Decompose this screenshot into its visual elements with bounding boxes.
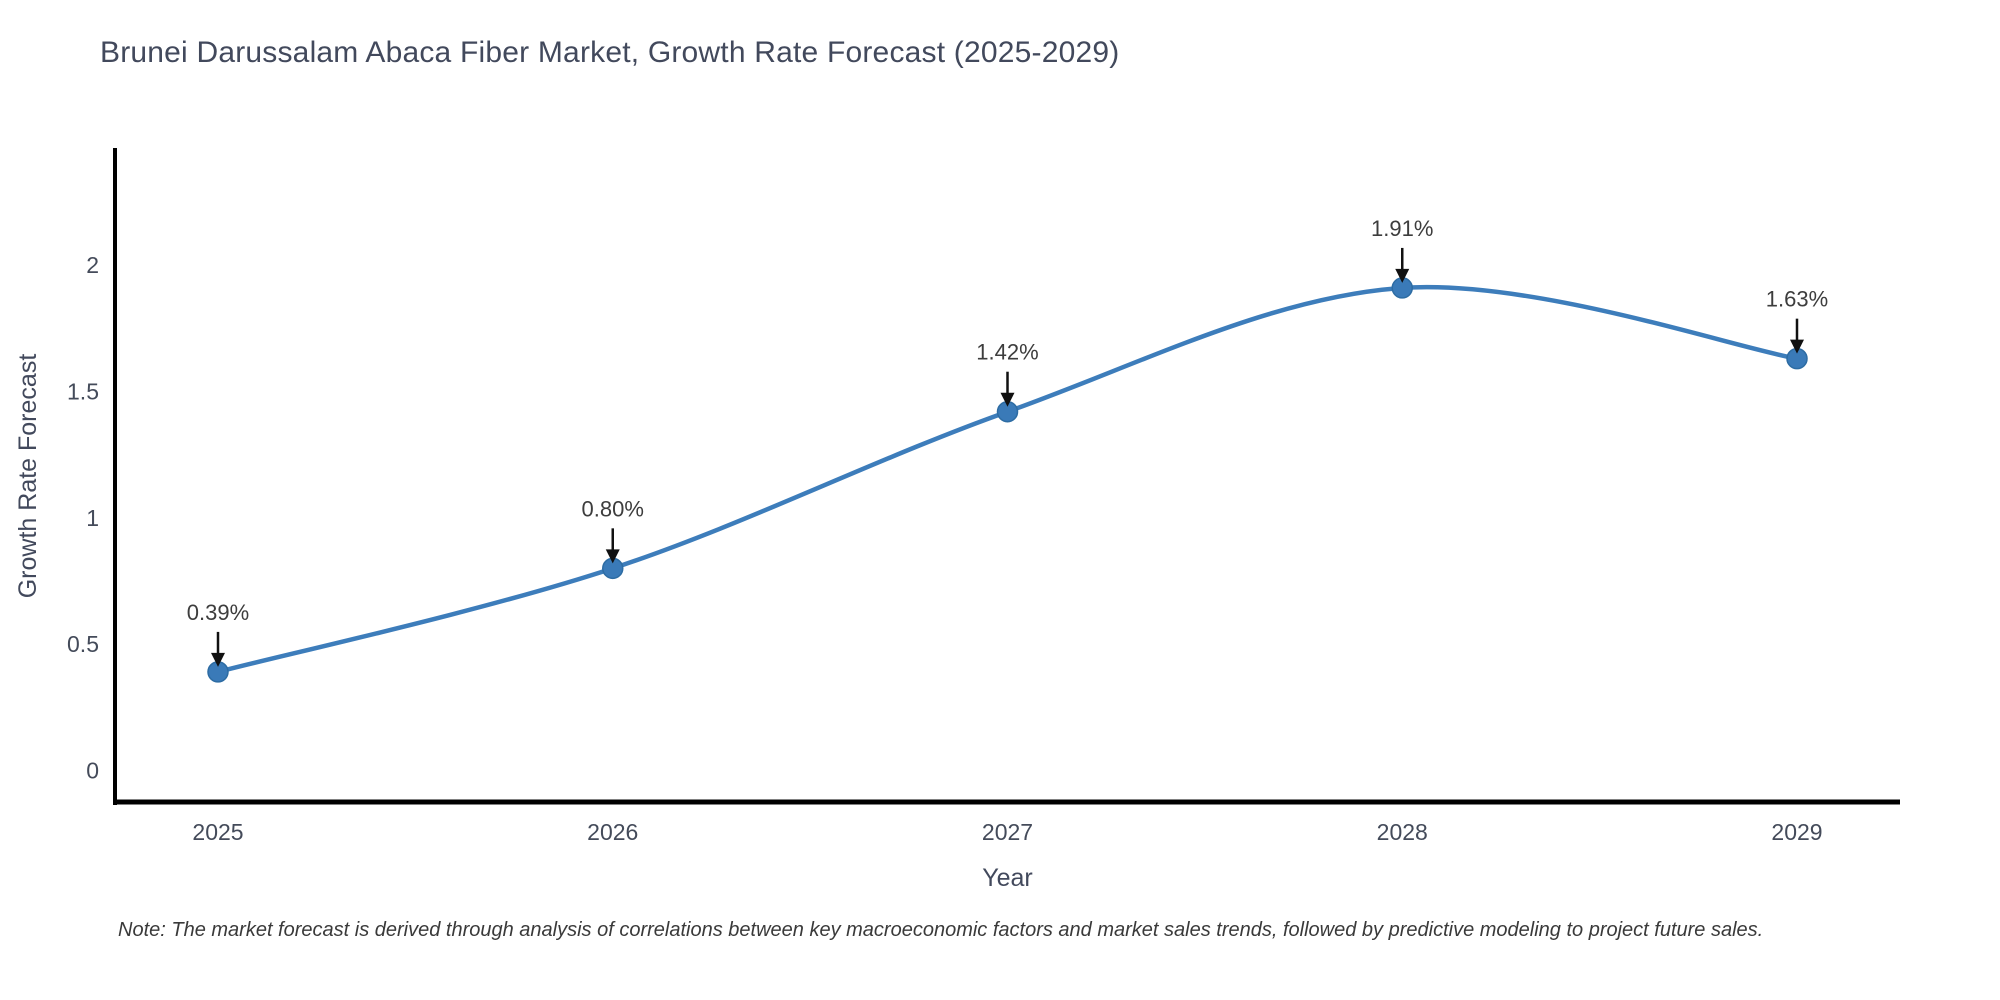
annotation-label: 0.80% <box>582 496 644 521</box>
annotation-label: 1.91% <box>1371 216 1433 241</box>
x-tick-label: 2028 <box>1377 819 1428 845</box>
x-axis-title: Year <box>982 864 1033 892</box>
y-tick-label: 1.5 <box>67 379 99 405</box>
annotation-label: 1.63% <box>1766 287 1828 312</box>
x-tick-label: 2026 <box>587 819 638 845</box>
y-tick-label: 2 <box>86 252 99 278</box>
y-tick-label: 1 <box>86 505 99 531</box>
annotation-label: 0.39% <box>187 600 249 625</box>
y-axis-title: Growth Rate Forecast <box>14 354 42 599</box>
x-tick-label: 2025 <box>192 819 243 845</box>
footnote: Note: The market forecast is derived thr… <box>118 919 1764 941</box>
annotation-arrowhead <box>1790 339 1804 354</box>
x-tick-label: 2029 <box>1771 819 1822 845</box>
annotation-label: 1.42% <box>976 340 1038 365</box>
annotation-arrowhead <box>1395 268 1410 283</box>
annotation-arrowhead <box>605 549 620 564</box>
annotation-arrowhead <box>211 652 225 667</box>
x-tick-label: 2027 <box>982 819 1033 845</box>
y-tick-label: 0 <box>86 757 99 783</box>
annotation-arrowhead <box>1000 392 1015 407</box>
y-tick-label: 0.5 <box>67 631 99 657</box>
chart-title: Brunei Darussalam Abaca Fiber Market, Gr… <box>100 36 1120 69</box>
